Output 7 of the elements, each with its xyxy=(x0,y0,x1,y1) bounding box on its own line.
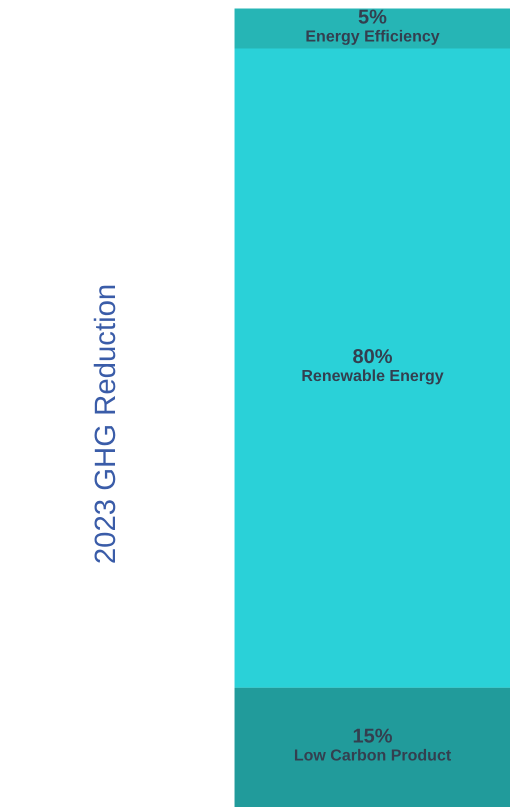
text: 2023 GHG Reduction xyxy=(89,284,122,564)
series-label: Renewable Energy xyxy=(301,368,444,386)
data-label: 80% xyxy=(352,346,393,368)
data-label: 5% xyxy=(358,6,388,28)
series-label: Low Carbon Product xyxy=(294,748,452,765)
data-label: 15% xyxy=(352,726,393,748)
series-label: Energy Efficiency xyxy=(305,28,440,46)
